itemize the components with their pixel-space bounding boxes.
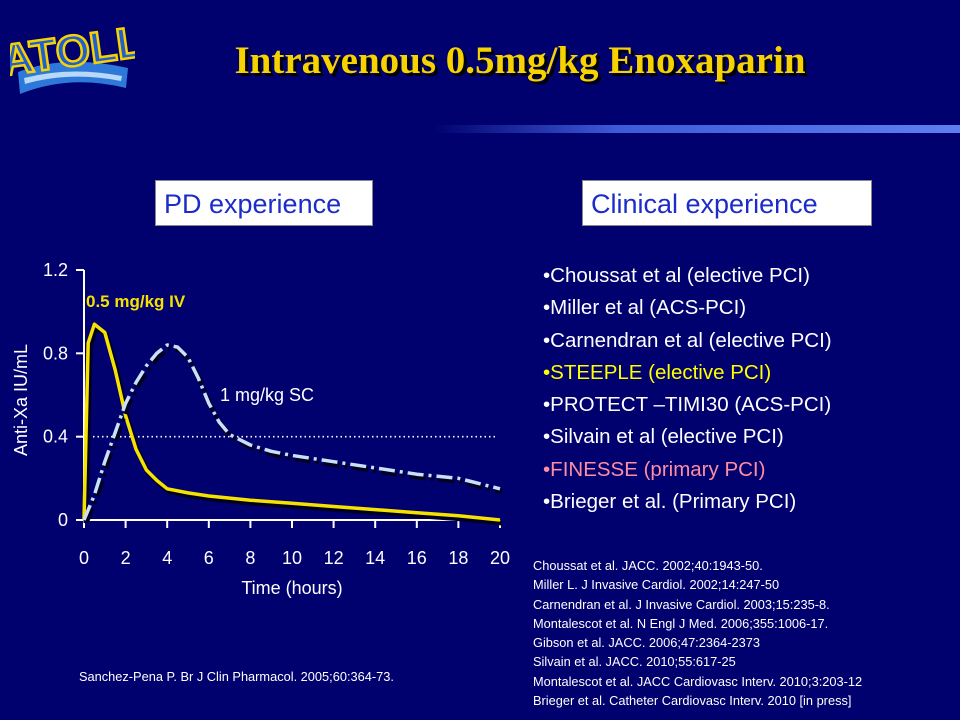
chart-series: [82, 322, 503, 526]
series-label-sc: 1 mg/kg SC: [220, 385, 314, 405]
clinical-studies-list: •Choussat et al (elective PCI) •Miller et…: [543, 260, 832, 518]
anti-xa-chart: 0 2 4 6 8 10 12 14 16 18 20 0 0.4 0.8 1.2 Time (hours)…: [11, 260, 510, 598]
reference-item: Montalescot et al. JACC Cardiovasc Inter…: [533, 673, 863, 689]
series-label-iv: 0.5 mg/kg IV: [86, 292, 186, 311]
y-tick-label: 1.2: [43, 260, 68, 280]
x-tick-label: 8: [245, 548, 255, 568]
x-tick-label: 4: [162, 548, 172, 568]
x-tick-label: 0: [79, 548, 89, 568]
clinical-study-item: •STEEPLE (elective PCI): [543, 360, 772, 384]
slide-title: Intravenous 0.5mg/kg Enoxaparin: [234, 39, 806, 82]
x-tick-label: 6: [204, 548, 214, 568]
reference-item: Montalescot et al. N Engl J Med. 2006;35…: [533, 615, 829, 631]
chart-labels: Time (hours) Anti-Xa IU/mL 0.5 mg/kg IV 1 m…: [11, 292, 343, 598]
y-tick-label: 0.8: [43, 343, 68, 363]
title-rule: [432, 125, 960, 133]
clinical-study-item: •PROTECT –TIMI30 (ACS-PCI): [543, 393, 832, 417]
reference-item: Carnendran et al. J Invasive Cardiol. 20…: [533, 596, 830, 612]
references-list: Choussat et al. JACC. 2002;40:1943-50. Mi…: [533, 556, 862, 710]
atoll-logo: ATOLL: [10, 16, 135, 94]
x-tick-label: 16: [407, 548, 427, 568]
pd-experience-label: PD experience: [155, 180, 373, 226]
x-tick-label: 14: [365, 548, 385, 568]
series-line-sc: [82, 343, 501, 521]
series-line-iv: [82, 322, 501, 522]
clinical-study-item: •Brieger et al. (Primary PCI): [543, 490, 797, 514]
reference-item: Gibson et al. JACC. 2006;47:2364-2373: [533, 635, 760, 651]
x-tick-label: 2: [121, 548, 131, 568]
x-tick-label: 12: [324, 548, 344, 568]
pd-reference: Sanchez-Pena P. Br J Clin Pharmacol. 200…: [79, 669, 394, 684]
y-axis-title: Anti-Xa IU/mL: [11, 344, 31, 456]
y-tick-label: 0.4: [43, 427, 68, 447]
series-shadow: [83, 345, 503, 524]
series-shadow: [83, 324, 503, 526]
reference-item: Brieger et al. Catheter Cardiovasc Inter…: [533, 693, 852, 709]
y-tick-label: 0: [58, 510, 68, 530]
clinical-study-item: •Choussat et al (elective PCI): [543, 264, 810, 287]
clinical-experience-label: Clinical experience: [582, 180, 872, 226]
clinical-study-item: •Carnendran et al (elective PCI): [543, 328, 832, 352]
x-tick-label: 10: [282, 548, 302, 568]
x-tick-label: 20: [490, 548, 510, 568]
clinical-study-item: •Silvain et al (elective PCI): [543, 425, 784, 449]
x-axis-title: Time (hours): [241, 578, 342, 598]
logo-swoosh: [18, 61, 128, 94]
reference-item: Choussat et al. JACC. 2002;40:1943-50.: [533, 558, 763, 573]
x-tick-label: 18: [448, 548, 468, 568]
reference-item: Silvain et al. JACC. 2010;55:617-25: [533, 654, 736, 670]
clinical-study-item: •Miller et al (ACS-PCI): [543, 296, 747, 320]
logo-swoosh-highlight: [24, 71, 122, 84]
reference-item: Miller L. J Invasive Cardiol. 2002;14:24…: [533, 577, 780, 593]
clinical-study-item: •FINESSE (primary PCI): [543, 457, 766, 481]
chart-axes: 0 2 4 6 8 10 12 14 16 18 20 0 0.4 0.8 1.2: [43, 260, 510, 568]
